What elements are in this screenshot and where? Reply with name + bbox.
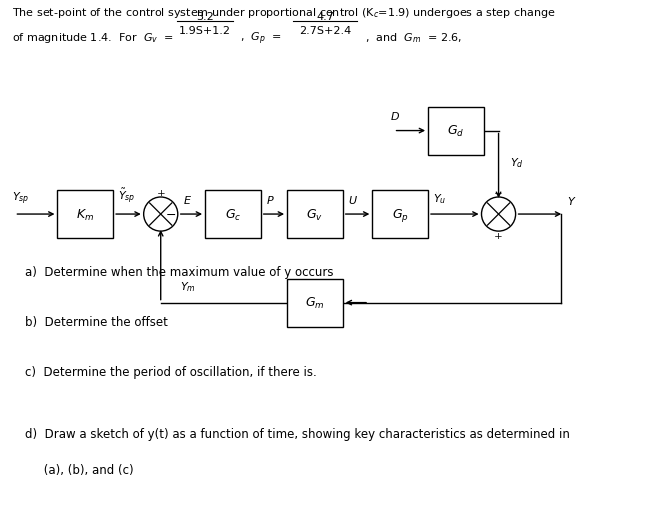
Text: $\tilde{Y}_{sp}$: $\tilde{Y}_{sp}$ <box>119 186 136 206</box>
Text: (a), (b), and (c): (a), (b), and (c) <box>25 463 134 476</box>
Bar <box>428 107 483 156</box>
Text: $G_c$: $G_c$ <box>225 207 241 222</box>
Text: +: + <box>494 188 503 197</box>
Text: +: + <box>494 232 503 241</box>
Text: of magnitude 1.4.  For  $G_v$  =: of magnitude 1.4. For $G_v$ = <box>12 31 174 45</box>
Text: $G_p$: $G_p$ <box>392 206 409 223</box>
Bar <box>58 190 113 239</box>
Text: 4.7: 4.7 <box>316 12 334 22</box>
Text: −: − <box>166 209 176 222</box>
Text: 2.7S+2.4: 2.7S+2.4 <box>299 26 351 36</box>
Text: ,  and  $G_m$  = 2.6,: , and $G_m$ = 2.6, <box>365 31 462 45</box>
Text: 1.9S+1.2: 1.9S+1.2 <box>179 26 231 36</box>
Text: $P$: $P$ <box>266 193 275 206</box>
Text: ,  $G_p$  =: , $G_p$ = <box>240 31 281 47</box>
Text: $U$: $U$ <box>348 193 358 206</box>
Text: b)  Determine the offset: b) Determine the offset <box>25 316 168 328</box>
Text: a)  Determine when the maximum value of y occurs: a) Determine when the maximum value of y… <box>25 266 333 278</box>
Bar <box>287 279 342 327</box>
Text: 3.2: 3.2 <box>196 12 214 22</box>
Text: $K_m$: $K_m$ <box>76 207 94 222</box>
Text: $G_m$: $G_m$ <box>305 295 325 311</box>
Text: $E$: $E$ <box>183 193 192 206</box>
Text: +: + <box>156 188 165 197</box>
Bar <box>287 190 342 239</box>
Text: $Y_d$: $Y_d$ <box>510 156 524 170</box>
Text: $G_v$: $G_v$ <box>306 207 323 222</box>
Text: The set-point of the control system under proportional control (K$_c$=1.9) under: The set-point of the control system unde… <box>12 6 556 20</box>
Bar <box>373 190 428 239</box>
Text: $Y_u$: $Y_u$ <box>433 192 447 206</box>
Text: $Y_{sp}$: $Y_{sp}$ <box>12 191 30 207</box>
Bar <box>205 190 261 239</box>
Text: d)  Draw a sketch of y(t) as a function of time, showing key characteristics as : d) Draw a sketch of y(t) as a function o… <box>25 427 570 440</box>
Text: $D$: $D$ <box>390 110 400 122</box>
Text: c)  Determine the period of oscillation, if there is.: c) Determine the period of oscillation, … <box>25 365 317 378</box>
Text: $Y_m$: $Y_m$ <box>180 280 196 294</box>
Text: $G_d$: $G_d$ <box>447 124 464 139</box>
Text: $Y$: $Y$ <box>567 195 577 207</box>
